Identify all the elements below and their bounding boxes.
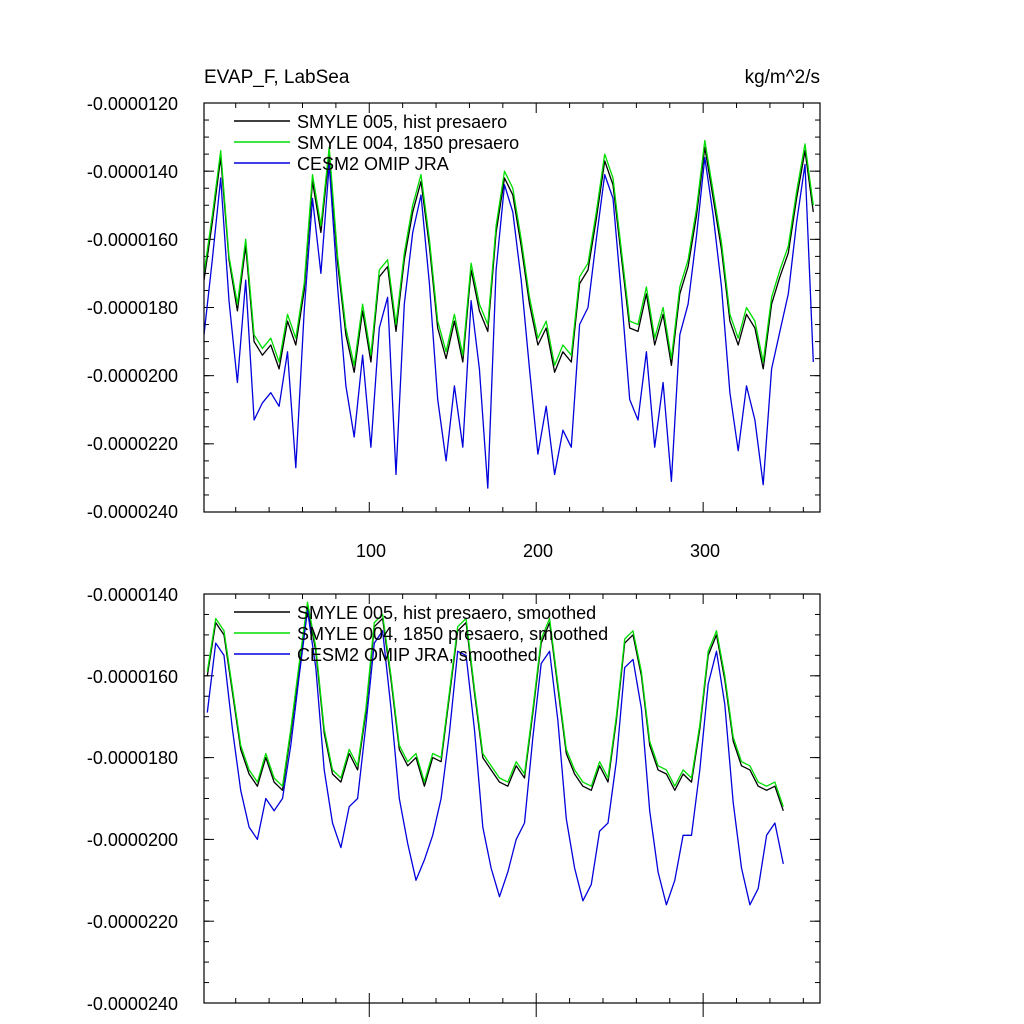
y-tick-label: -0.0000140 (87, 585, 178, 605)
panel-bottom-evap-smoothed: -0.0000140 -0.0000160 -0.0000180 -0.0000… (87, 585, 821, 1017)
y-tick-label: -0.0000240 (87, 994, 178, 1014)
y-tick-label: -0.0000160 (87, 230, 178, 250)
chart-title-left: EVAP_F, LabSea (204, 67, 350, 88)
y-tick-label: -0.0000120 (87, 94, 178, 114)
plot-frame-top (203, 102, 821, 513)
y-tick-label: -0.0000180 (87, 298, 178, 318)
y-tick-label: -0.0000200 (87, 366, 178, 386)
y-tick-label: -0.0000160 (87, 667, 178, 687)
legend-label: CESM2 OMIP JRA, smoothed (297, 645, 538, 665)
panel-top-evap-raw: EVAP_F, LabSea kg/m^2/s 100 200 300 -0.0… (87, 67, 821, 561)
y-tick-label: -0.0000220 (87, 912, 178, 932)
y-tick-label: -0.0000200 (87, 830, 178, 850)
y-tick-label: -0.0000240 (87, 502, 178, 522)
legend-label: SMYLE 004, 1850 presaero (297, 133, 519, 153)
series-line-top-1 (204, 139, 814, 367)
series-line-top-2 (204, 156, 814, 489)
series-line-bottom-2 (206, 609, 784, 906)
legend-label: CESM2 OMIP JRA (297, 154, 449, 174)
y-tick-label: -0.0000220 (87, 434, 178, 454)
legend-bottom: SMYLE 005, hist presaero, smoothed SMYLE… (234, 603, 608, 665)
series-line-bottom-1 (206, 601, 784, 807)
x-tick-label: 300 (690, 541, 720, 561)
y-tick-label: -0.0000180 (87, 748, 178, 768)
x-tick-label: 100 (356, 541, 386, 561)
series-lines-top (204, 139, 814, 489)
legend-label: SMYLE 005, hist presaero, smoothed (297, 603, 596, 623)
series-lines-bottom (206, 601, 784, 906)
x-tick-label: 200 (523, 541, 553, 561)
legend-label: SMYLE 005, hist presaero (297, 112, 507, 132)
chart-units-label: kg/m^2/s (745, 67, 820, 88)
y-tick-labels-bottom: -0.0000140 -0.0000160 -0.0000180 -0.0000… (87, 585, 178, 1014)
y-tick-labels-top: -0.0000120 -0.0000140 -0.0000160 -0.0000… (87, 94, 178, 522)
legend-label: SMYLE 004, 1850 presaero, smoothed (297, 624, 608, 644)
y-tick-label: -0.0000140 (87, 162, 178, 182)
plot-frame-bottom (203, 593, 821, 1004)
x-tick-labels-top: 100 200 300 (356, 541, 720, 561)
legend-top: SMYLE 005, hist presaero SMYLE 004, 1850… (234, 112, 519, 174)
